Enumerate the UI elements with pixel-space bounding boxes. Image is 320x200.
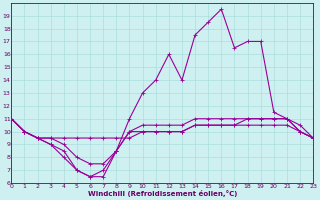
X-axis label: Windchill (Refroidissement éolien,°C): Windchill (Refroidissement éolien,°C) (88, 190, 237, 197)
